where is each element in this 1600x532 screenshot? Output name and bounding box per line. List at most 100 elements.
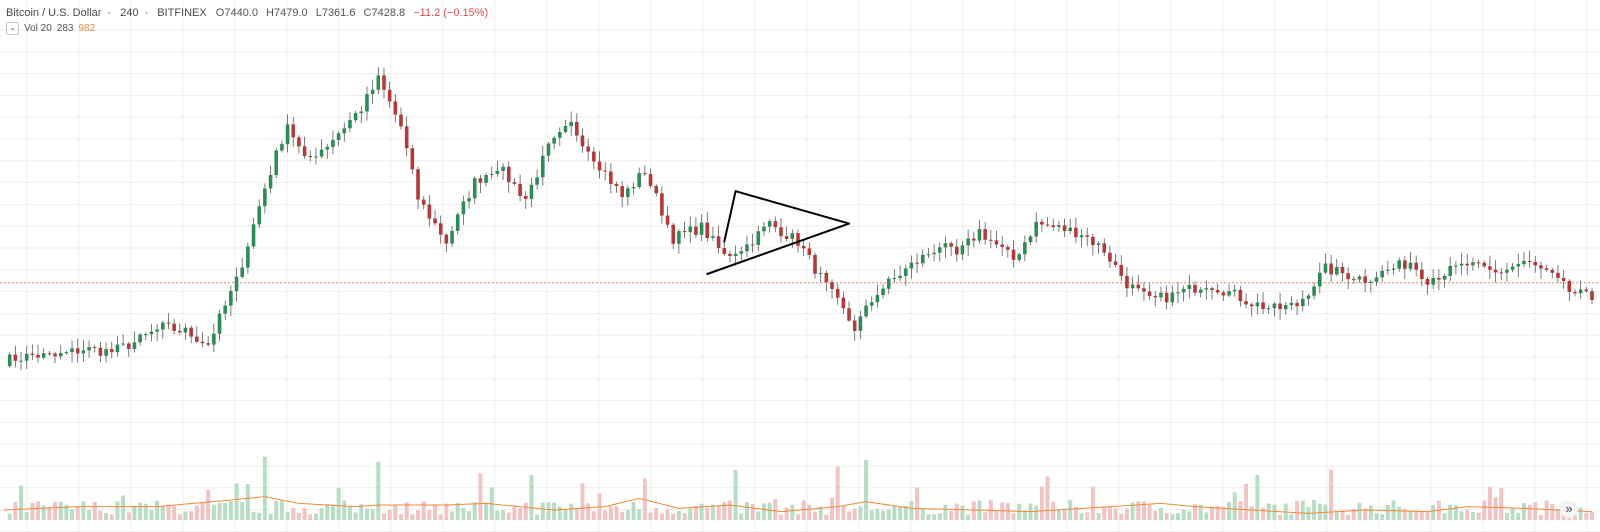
volume-bar: [739, 513, 744, 520]
candle-body: [1113, 261, 1118, 265]
volume-bar: [98, 510, 103, 520]
volume-bar: [1521, 503, 1526, 520]
volume-bar: [1578, 507, 1583, 520]
triangle-drawing[interactable]: [706, 190, 851, 275]
candle-body: [1431, 277, 1435, 285]
candle-body: [1312, 286, 1316, 296]
candle-body: [892, 278, 897, 280]
volume-bar: [552, 502, 557, 520]
volume-value: 283: [56, 23, 74, 34]
volume-bar: [1181, 509, 1186, 520]
volume-bar: [1272, 504, 1277, 520]
volume-bar: [869, 510, 874, 520]
candle-body: [495, 170, 500, 174]
candle-body: [733, 253, 738, 256]
volume-bar: [1221, 506, 1226, 520]
candle-body: [314, 156, 318, 158]
volume-bar: [1397, 506, 1402, 520]
candle-body: [716, 236, 721, 249]
candle-body: [739, 251, 744, 254]
candle-body: [212, 333, 216, 345]
volume-bar: [1107, 506, 1112, 520]
volume-bar: [773, 499, 778, 520]
double-chevron-right-icon: »: [1565, 501, 1573, 516]
volume-bar: [546, 502, 551, 520]
candle-body: [98, 347, 103, 356]
volume-bar: [1572, 514, 1577, 520]
volume-bar: [603, 510, 608, 520]
volume-bar: [1465, 509, 1470, 520]
volume-bar: [954, 503, 959, 520]
candle-body: [438, 223, 443, 235]
volume-bar: [1238, 500, 1243, 520]
candle-body: [1454, 265, 1458, 267]
volume-bar: [1527, 504, 1532, 520]
candle-body: [898, 275, 902, 279]
volume-bar: [279, 500, 284, 520]
candle-body: [955, 246, 959, 255]
volume-bar: [835, 466, 840, 520]
volume-bar: [1550, 503, 1555, 520]
candle-body: [875, 295, 880, 303]
candle-body: [943, 243, 948, 248]
candle-body: [1017, 254, 1021, 260]
volume-bar: [1425, 511, 1430, 520]
volume-bar: [1249, 506, 1254, 520]
candle-body: [472, 178, 477, 199]
volume-bar: [1346, 514, 1351, 520]
volume-bar: [614, 506, 619, 520]
volume-bar: [909, 500, 914, 520]
volume-bar: [126, 512, 131, 520]
volume-bar: [19, 485, 24, 520]
volume-bar: [41, 505, 46, 520]
volume-bar: [421, 501, 426, 520]
candle-body: [308, 156, 313, 158]
candle-body: [614, 183, 619, 187]
volume-bar: [319, 507, 324, 520]
candle-body: [1380, 270, 1384, 278]
candle-body: [1249, 304, 1254, 307]
volume-bar: [540, 502, 545, 520]
volume-bar: [1374, 513, 1379, 520]
volume-bar: [716, 505, 721, 520]
candle-body: [818, 272, 823, 274]
volume-bar: [960, 505, 965, 520]
candle-body: [229, 291, 233, 306]
volume-bar: [1141, 501, 1146, 520]
volume-bar: [138, 502, 143, 520]
candle-body: [427, 204, 432, 219]
scroll-to-realtime-button[interactable]: »: [1560, 500, 1578, 518]
candle-body: [699, 222, 704, 235]
candle-body: [433, 218, 437, 224]
volume-bar: [620, 511, 625, 520]
candlesticks: [7, 67, 1594, 371]
candle-body: [240, 267, 244, 277]
interval[interactable]: 240: [120, 7, 139, 19]
candle-body: [1476, 262, 1481, 264]
chevron-down-icon[interactable]: ⌄: [6, 22, 19, 35]
candle-body: [1210, 288, 1214, 291]
candle-body: [580, 135, 585, 147]
volume-bar: [1170, 514, 1175, 520]
candle-body: [200, 341, 205, 344]
candle-body: [155, 329, 159, 332]
candle-body: [881, 288, 885, 296]
volume-bar: [155, 500, 160, 520]
volume-bar: [1431, 505, 1436, 520]
volume-bar: [387, 509, 392, 520]
volume-bar: [1085, 512, 1090, 520]
volume-bar: [115, 501, 120, 520]
candle-body: [1317, 272, 1322, 287]
candle-body: [784, 236, 789, 239]
volume-bar: [1351, 508, 1356, 520]
candle-body: [1442, 275, 1447, 280]
volume-bar: [262, 456, 267, 520]
volume-bar: [1232, 492, 1237, 520]
volume-bar: [1448, 504, 1453, 520]
candle-body: [1011, 249, 1016, 260]
candle-body: [926, 254, 931, 256]
candle-body: [461, 201, 466, 215]
candle-body: [195, 336, 199, 342]
candle-body: [989, 239, 993, 241]
